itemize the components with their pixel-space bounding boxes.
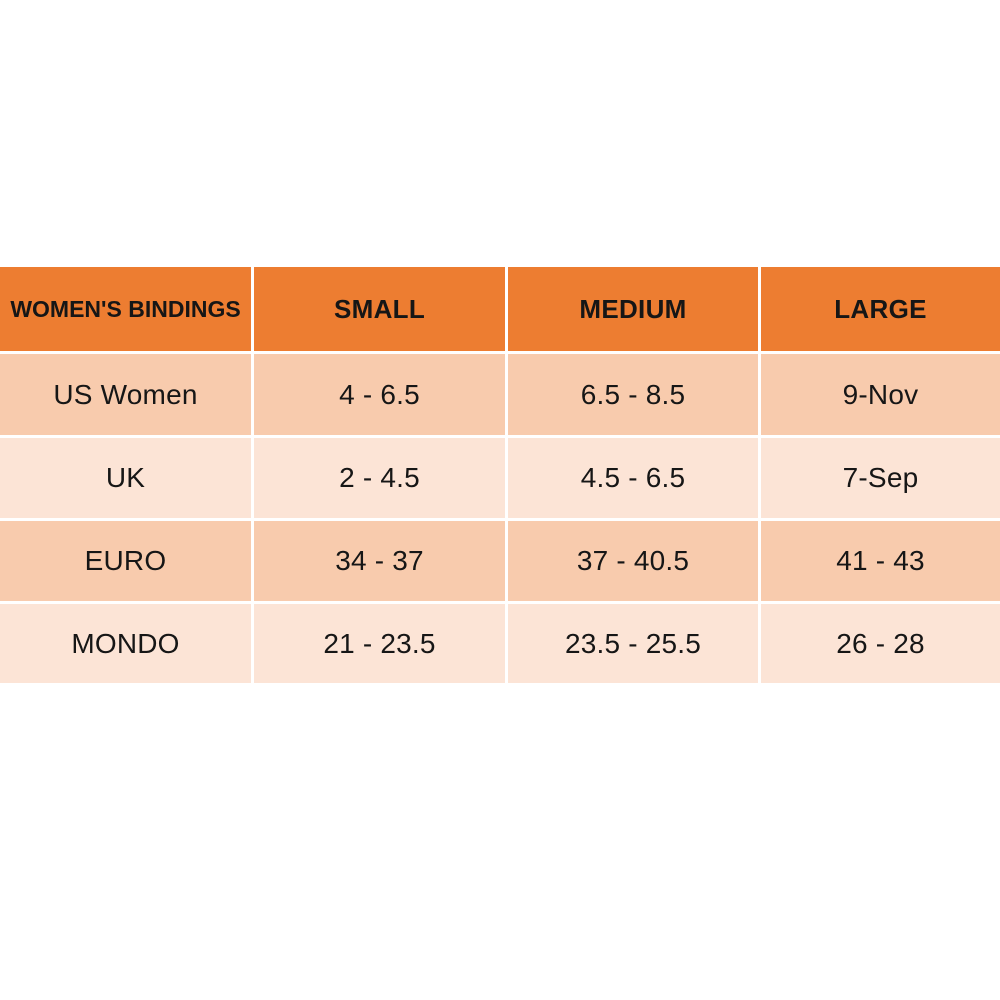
cell-us-women-medium: 6.5 - 8.5 [508,354,758,435]
row-label-uk: UK [0,438,251,518]
cell-mondo-medium: 23.5 - 25.5 [508,604,758,683]
cell-uk-medium: 4.5 - 6.5 [508,438,758,518]
row-label-euro: EURO [0,521,251,601]
cell-euro-small: 34 - 37 [254,521,505,601]
column-header-medium: MEDIUM [508,267,758,351]
cell-uk-small: 2 - 4.5 [254,438,505,518]
cell-euro-medium: 37 - 40.5 [508,521,758,601]
column-header-large: LARGE [761,267,1000,351]
womens-bindings-size-table: WOMEN'S BINDINGS SMALL MEDIUM LARGE US W… [0,267,1000,683]
cell-uk-large: 7-Sep [761,438,1000,518]
cell-mondo-small: 21 - 23.5 [254,604,505,683]
cell-euro-large: 41 - 43 [761,521,1000,601]
column-header-womens-bindings: WOMEN'S BINDINGS [0,267,251,351]
row-label-us-women: US Women [0,354,251,435]
column-header-small: SMALL [254,267,505,351]
row-label-mondo: MONDO [0,604,251,683]
cell-us-women-small: 4 - 6.5 [254,354,505,435]
cell-us-women-large: 9-Nov [761,354,1000,435]
cell-mondo-large: 26 - 28 [761,604,1000,683]
